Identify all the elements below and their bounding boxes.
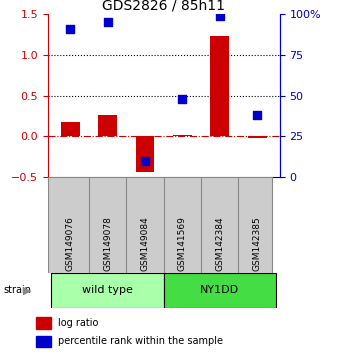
Text: log ratio: log ratio [58, 318, 99, 328]
Bar [98, 115, 117, 136]
Bar [210, 36, 229, 136]
Point [105, 19, 110, 25]
Text: wild type: wild type [82, 285, 133, 295]
Bar [36, 317, 50, 329]
Bar [248, 136, 267, 138]
Text: ▶: ▶ [23, 285, 31, 295]
Point [217, 13, 223, 19]
Text: percentile rank within the sample: percentile rank within the sample [58, 336, 223, 346]
Point [68, 26, 73, 32]
Point [180, 96, 185, 102]
Text: GSM142384: GSM142384 [215, 216, 224, 271]
Bar [36, 336, 50, 347]
Text: GSM149078: GSM149078 [103, 216, 112, 271]
Text: strain: strain [3, 285, 31, 295]
Text: NY1DD: NY1DD [200, 285, 239, 295]
Text: GSM149076: GSM149076 [66, 216, 75, 271]
Bar [136, 136, 154, 172]
Point [254, 112, 260, 118]
Text: GSM142385: GSM142385 [253, 216, 262, 271]
Title: GDS2826 / 85h11: GDS2826 / 85h11 [102, 0, 225, 13]
FancyBboxPatch shape [51, 273, 164, 308]
Bar [61, 122, 79, 136]
Text: GSM141569: GSM141569 [178, 216, 187, 271]
FancyBboxPatch shape [48, 177, 272, 273]
Bar [173, 135, 192, 136]
FancyBboxPatch shape [164, 273, 276, 308]
Text: GSM149084: GSM149084 [140, 216, 149, 271]
Point [142, 158, 148, 164]
